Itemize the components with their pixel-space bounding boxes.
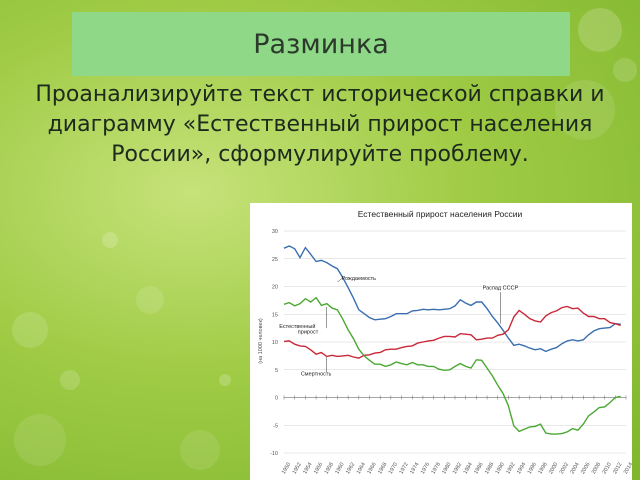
annotation-label: Распад СССР — [483, 285, 519, 291]
y-tick-label: -5 — [273, 423, 278, 429]
series-line-Смертность — [283, 305, 621, 359]
x-tick-label: 1968 — [377, 462, 388, 476]
x-tick-label: 2008 — [591, 462, 602, 476]
x-tick-label: 1980 — [441, 462, 452, 476]
x-tick-label: 2000 — [548, 462, 559, 476]
x-tick-label: 2014 — [623, 462, 632, 476]
x-tick-label: 1952 — [292, 462, 303, 476]
annotation-label: Естественный — [279, 323, 315, 330]
x-tick-label: 1958 — [324, 462, 335, 476]
annotation-label: Смертность — [301, 371, 332, 377]
chart-annotations: Рождаемость Распад СССР Естественныйприрос… — [279, 276, 518, 377]
x-tick-label: 1974 — [409, 462, 420, 476]
y-tick-label: 25 — [272, 257, 278, 263]
population-chart: Естественный прирост населения России (н… — [250, 203, 632, 480]
slide-body-text: Проанализируйте текст исторической справ… — [35, 82, 605, 167]
x-tick-label: 1994 — [516, 462, 527, 476]
y-axis-label: (на 1000 человек) — [258, 318, 264, 364]
series-line-Рождаемость — [283, 245, 621, 353]
series-line-Естественный-прирост — [283, 296, 621, 435]
y-tick-label: 10 — [272, 340, 278, 346]
x-tick-label: 1954 — [302, 462, 313, 476]
x-tick-label: 2002 — [559, 462, 570, 476]
x-axis-ticks: 1950 1952 1954 1956 1958 1960 1962 1964 1966 1968… — [281, 462, 632, 476]
x-tick-label: 1972 — [399, 462, 410, 476]
chart-gridlines — [283, 230, 627, 454]
x-tick-label: 1976 — [420, 462, 431, 476]
x-tick-label: 1990 — [495, 462, 506, 476]
y-tick-label: 0 — [275, 396, 278, 402]
slide-title: Разминка — [253, 28, 389, 60]
x-tick-label: 1956 — [313, 462, 324, 476]
y-tick-label: 20 — [272, 285, 278, 291]
y-tick-label: 30 — [272, 229, 278, 235]
slide-title-bar: Разминка — [72, 12, 570, 76]
x-tick-label: 1970 — [388, 462, 399, 476]
x-tick-label: 1962 — [345, 462, 356, 476]
x-tick-label: 1984 — [463, 462, 474, 476]
x-tick-label: 1966 — [366, 462, 377, 476]
x-tick-label: 1986 — [473, 462, 484, 476]
x-tick-label: 1992 — [505, 462, 516, 476]
x-tick-label: 1964 — [356, 462, 367, 476]
x-tick-label: 2010 — [602, 462, 613, 476]
x-tick-label: 1950 — [281, 462, 292, 476]
annotation-label: Рождаемость — [342, 276, 377, 282]
y-tick-label: 5 — [275, 368, 278, 374]
x-tick-label: 1996 — [527, 462, 538, 476]
y-axis-ticks: -10 -5 0 5 10 15 20 25 30 — [270, 229, 278, 457]
chart-series — [283, 245, 621, 435]
annotation-leader — [337, 277, 343, 283]
x-tick-label: 1988 — [484, 462, 495, 476]
x-tick-label: 1982 — [452, 462, 463, 476]
y-tick-label: 15 — [272, 312, 278, 318]
x-tick-label: 2012 — [612, 462, 623, 476]
x-tick-label: 2006 — [580, 462, 591, 476]
x-tick-label: 1960 — [334, 462, 345, 476]
annotation-label: прирост — [298, 330, 319, 336]
chart-title: Естественный прирост населения России — [358, 209, 523, 219]
x-tick-label: 1998 — [537, 462, 548, 476]
x-tick-label: 1978 — [431, 462, 442, 476]
chart-canvas: Естественный прирост населения России (н… — [258, 209, 632, 476]
x-tick-label: 2004 — [570, 462, 581, 476]
y-tick-label: -10 — [270, 451, 278, 457]
